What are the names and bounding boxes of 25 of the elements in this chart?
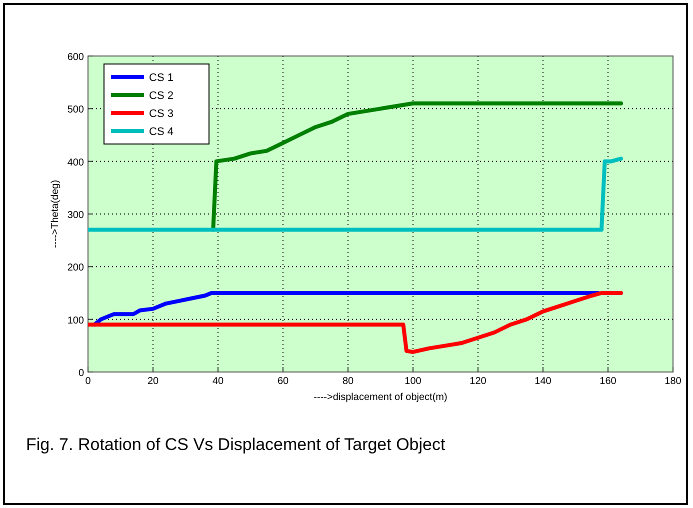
y-tick-label: 0 — [78, 368, 84, 379]
y-tick-label: 200 — [67, 262, 84, 274]
y-tick-label: 100 — [67, 315, 84, 326]
y-axis-title: ---->Theta(deg) — [50, 180, 61, 248]
x-tick-label: 0 — [85, 376, 92, 387]
y-tick-label: 600 — [67, 52, 84, 63]
caption: Fig. 7. Rotation of CS Vs Displacement of Target Object — [26, 435, 446, 454]
legend-label: CS 3 — [149, 108, 174, 120]
legend-label: CS 1 — [149, 72, 174, 84]
x-tick-label: 40 — [212, 376, 224, 387]
y-tick-label: 500 — [67, 104, 84, 116]
x-axis-title: ---->displacement of object(m) — [314, 392, 448, 403]
x-tick-label: 100 — [404, 376, 422, 387]
x-tick-label: 120 — [470, 376, 487, 387]
y-tick-label: 300 — [67, 210, 84, 221]
x-tick-label: 180 — [664, 376, 682, 387]
x-tick-label: 60 — [277, 376, 289, 387]
x-tick-label: 80 — [342, 376, 354, 387]
x-tick-label: 160 — [600, 376, 617, 387]
line-series — [88, 291, 623, 354]
legend-label: CS 2 — [149, 90, 174, 102]
legend-label: CS 4 — [149, 126, 174, 138]
x-tick-label: 20 — [147, 376, 159, 387]
x-tick-label: 140 — [534, 376, 552, 387]
y-tick-label: 400 — [67, 157, 84, 168]
